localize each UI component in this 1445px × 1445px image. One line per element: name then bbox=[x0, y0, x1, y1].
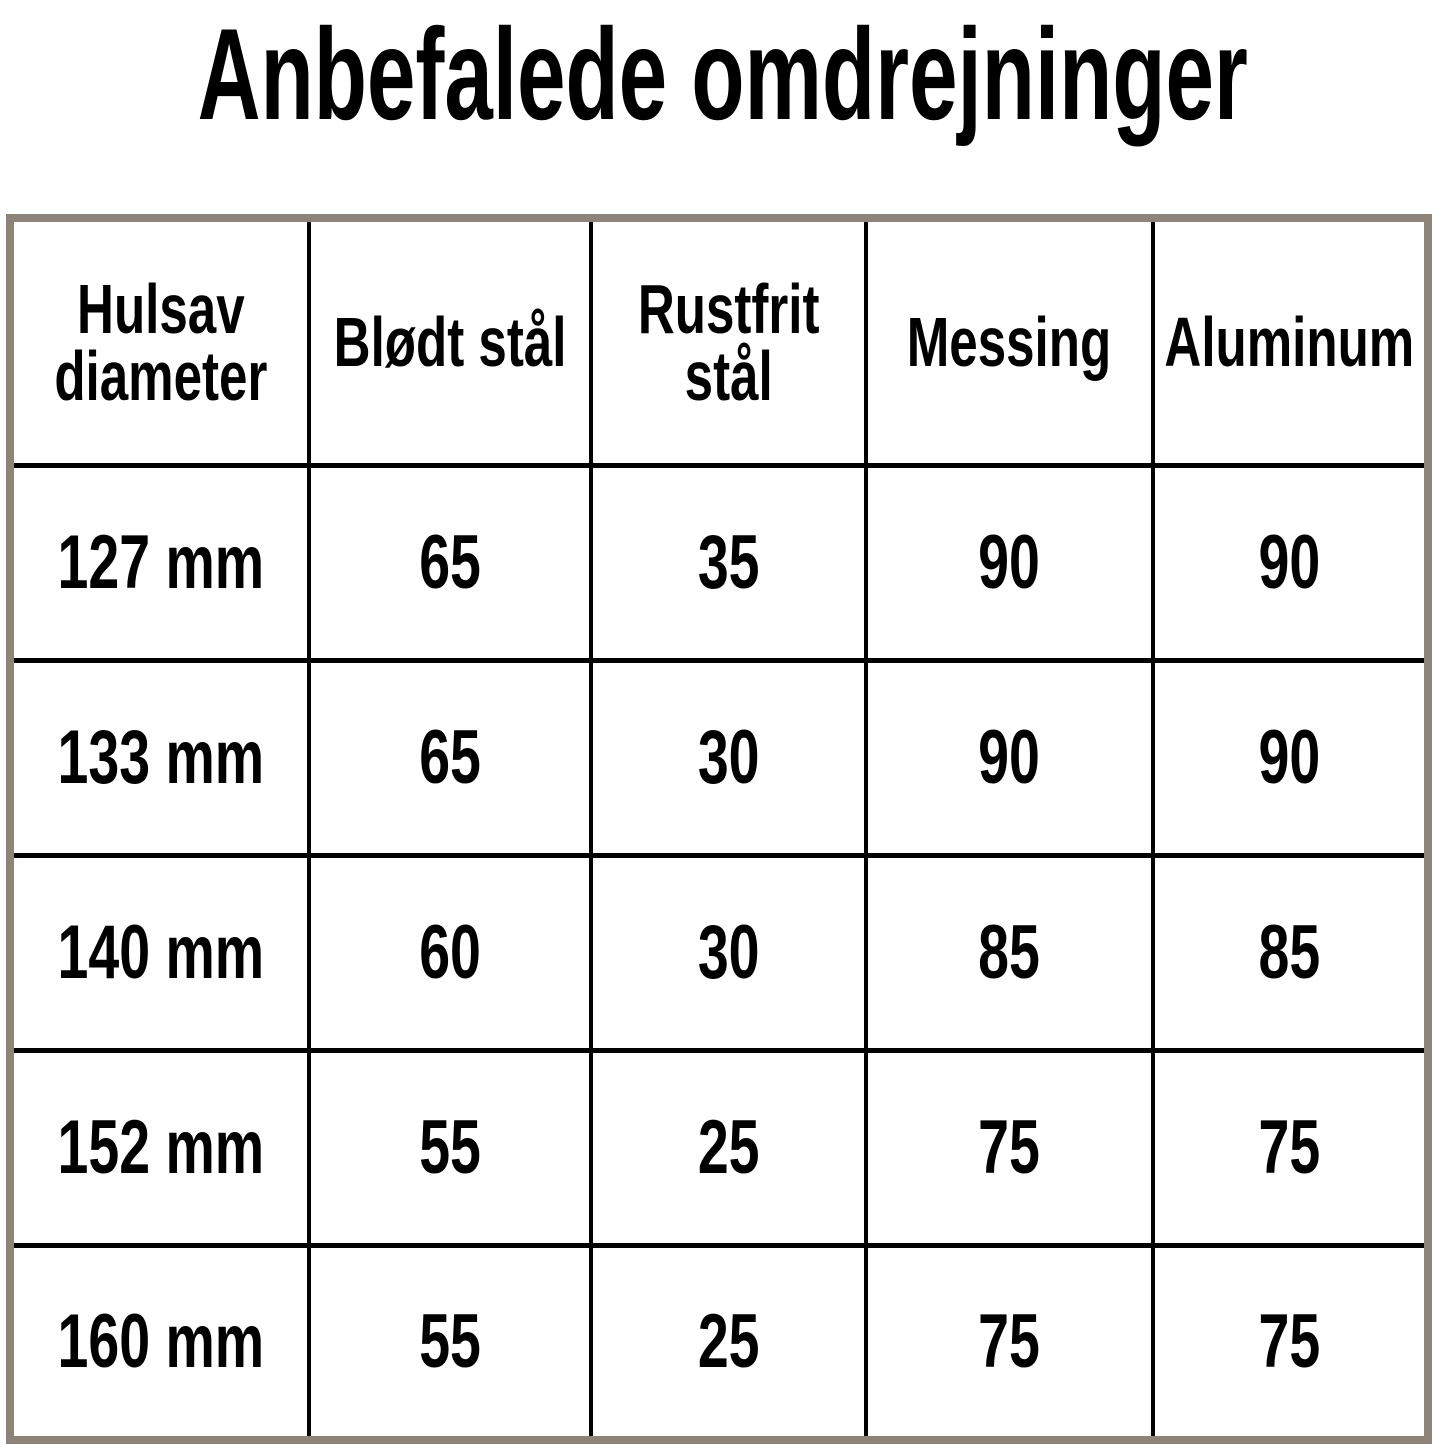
cell-blodt-stal: 65 bbox=[307, 462, 593, 663]
cell-value: 85 bbox=[978, 909, 1041, 995]
cell-messing: 75 bbox=[863, 1242, 1155, 1443]
cell-rustfrit-stal: 35 bbox=[588, 462, 868, 663]
cell-value: 133 mm bbox=[57, 714, 264, 800]
cell-value: 65 bbox=[419, 714, 481, 800]
cell-blodt-stal: 60 bbox=[307, 852, 593, 1053]
cell-value: 90 bbox=[978, 714, 1041, 800]
cell-diameter: 160 mm bbox=[7, 1242, 312, 1443]
cell-messing: 90 bbox=[863, 462, 1155, 663]
cell-messing: 90 bbox=[863, 657, 1155, 858]
cell-diameter: 133 mm bbox=[7, 657, 312, 858]
cell-value: 127 mm bbox=[57, 519, 264, 605]
cell-aluminum: 75 bbox=[1150, 1242, 1431, 1443]
cell-value: 90 bbox=[1258, 714, 1321, 800]
cell-value: 90 bbox=[1258, 519, 1321, 605]
col-header-blodt-stal: Blødt stål bbox=[307, 215, 593, 468]
table-row: 133 mm 65 30 90 90 bbox=[7, 657, 1431, 858]
cell-value: 75 bbox=[1258, 1104, 1321, 1190]
col-header-aluminum: Aluminum bbox=[1150, 215, 1431, 468]
cell-value: 55 bbox=[419, 1104, 481, 1190]
cell-value: 25 bbox=[697, 1299, 760, 1385]
col-header-label: Blødt stål bbox=[333, 303, 567, 382]
cell-rustfrit-stal: 25 bbox=[588, 1242, 868, 1443]
col-header-hulsav-diameter: Hulsav diameter bbox=[7, 215, 312, 468]
cell-rustfrit-stal: 30 bbox=[588, 852, 868, 1053]
cell-diameter: 127 mm bbox=[7, 462, 312, 663]
cell-rustfrit-stal: 25 bbox=[588, 1047, 868, 1248]
col-header-label: Rustfrit stål bbox=[637, 270, 820, 415]
cell-value: 30 bbox=[697, 909, 760, 995]
col-header-label: Hulsav diameter bbox=[54, 270, 268, 415]
table-row: 160 mm 55 25 75 75 bbox=[7, 1242, 1431, 1443]
col-header-label: Messing bbox=[907, 303, 1112, 382]
cell-value: 75 bbox=[1258, 1299, 1321, 1385]
cell-value: 160 mm bbox=[57, 1299, 264, 1385]
cell-value: 55 bbox=[419, 1299, 481, 1385]
table-row: 152 mm 55 25 75 75 bbox=[7, 1047, 1431, 1248]
col-header-rustfrit-stal: Rustfrit stål bbox=[588, 215, 868, 468]
cell-aluminum: 85 bbox=[1150, 852, 1431, 1053]
cell-blodt-stal: 55 bbox=[307, 1242, 593, 1443]
cell-blodt-stal: 65 bbox=[307, 657, 593, 858]
cell-aluminum: 75 bbox=[1150, 1047, 1431, 1248]
cell-value: 75 bbox=[978, 1104, 1041, 1190]
rpm-table: Hulsav diameter Blødt stål Rustfrit stål… bbox=[6, 214, 1432, 1445]
cell-value: 65 bbox=[419, 519, 481, 605]
cell-value: 90 bbox=[978, 519, 1041, 605]
cell-blodt-stal: 55 bbox=[307, 1047, 593, 1248]
cell-value: 152 mm bbox=[57, 1104, 264, 1190]
header-row: Hulsav diameter Blødt stål Rustfrit stål… bbox=[7, 215, 1431, 468]
cell-messing: 75 bbox=[863, 1047, 1155, 1248]
col-header-label: Aluminum bbox=[1164, 303, 1415, 382]
cell-diameter: 152 mm bbox=[7, 1047, 312, 1248]
cell-aluminum: 90 bbox=[1150, 462, 1431, 663]
cell-messing: 85 bbox=[863, 852, 1155, 1053]
table-row: 140 mm 60 30 85 85 bbox=[7, 852, 1431, 1053]
cell-value: 35 bbox=[697, 519, 760, 605]
page-title: Anbefalede omdrejninger bbox=[0, 0, 1445, 147]
col-header-messing: Messing bbox=[863, 215, 1155, 468]
cell-value: 60 bbox=[419, 909, 481, 995]
cell-value: 75 bbox=[978, 1299, 1041, 1385]
cell-rustfrit-stal: 30 bbox=[588, 657, 868, 858]
page-title-text: Anbefalede omdrejninger bbox=[197, 1, 1248, 147]
table-row: 127 mm 65 35 90 90 bbox=[7, 462, 1431, 663]
cell-diameter: 140 mm bbox=[7, 852, 312, 1053]
cell-aluminum: 90 bbox=[1150, 657, 1431, 858]
cell-value: 30 bbox=[697, 714, 760, 800]
cell-value: 85 bbox=[1258, 909, 1321, 995]
cell-value: 140 mm bbox=[57, 909, 264, 995]
cell-value: 25 bbox=[697, 1104, 760, 1190]
